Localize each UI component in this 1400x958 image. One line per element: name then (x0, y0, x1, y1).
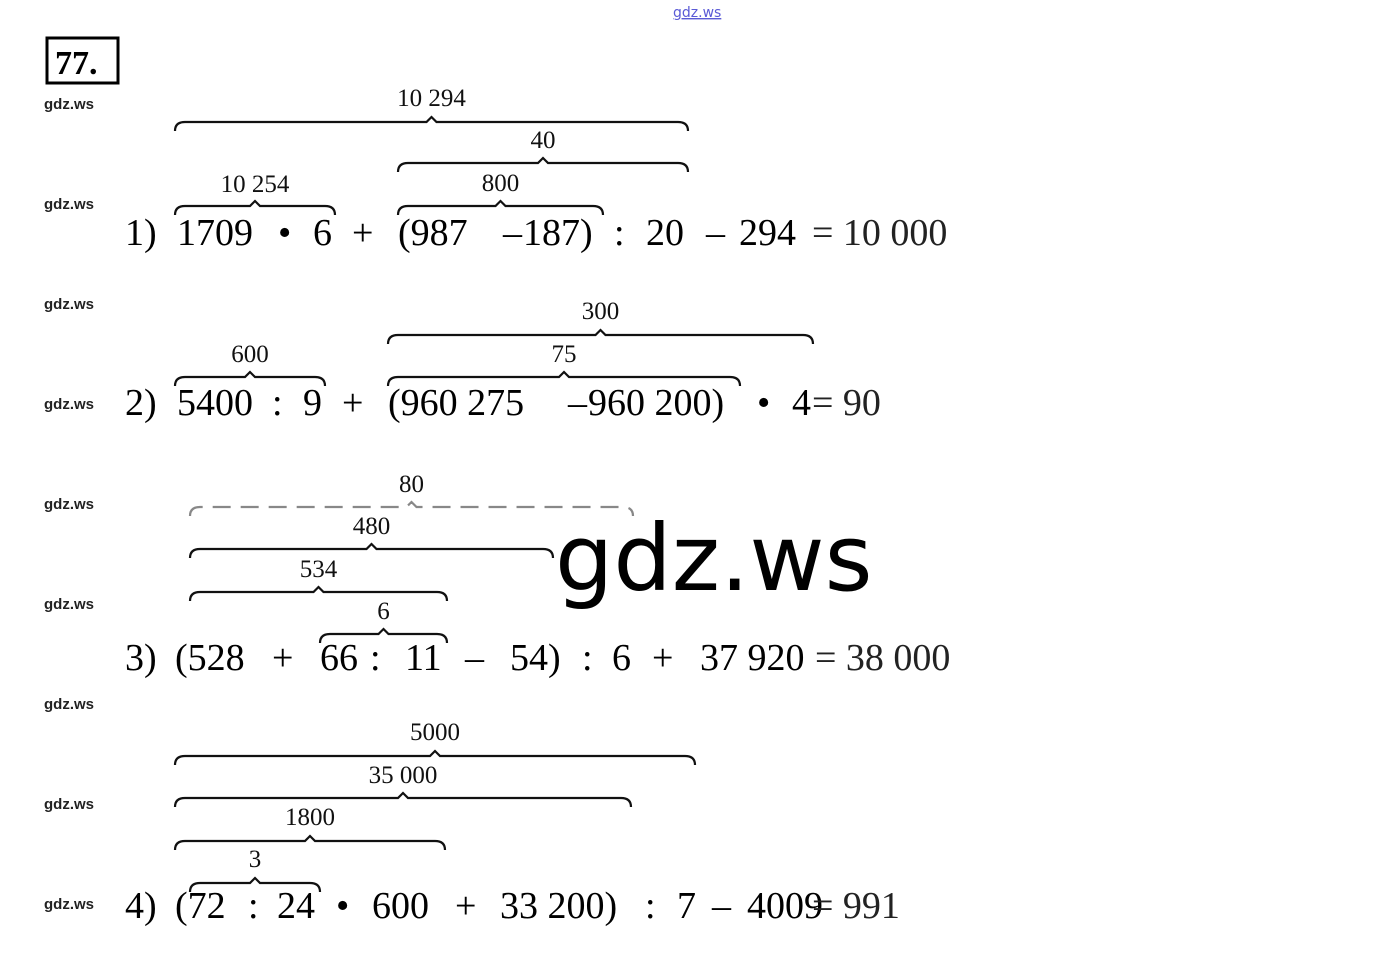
result: = 90 (812, 382, 881, 424)
brace (173, 115, 690, 132)
expression-token: – (705, 212, 726, 254)
expression-token: 37 920 (700, 637, 805, 679)
brace (396, 199, 605, 216)
expression-token: 294 (739, 212, 796, 254)
expression-token: – (502, 212, 523, 254)
expression-token: – (567, 382, 588, 424)
brace (188, 500, 635, 517)
problem-label: 3) (125, 637, 157, 679)
expression-token: : (582, 637, 593, 679)
brace (396, 156, 690, 173)
side-mark: gdz.ws (44, 696, 94, 713)
brace (386, 370, 742, 387)
expression-token: : (645, 885, 656, 927)
problem-label: 2) (125, 382, 157, 424)
brace (188, 542, 555, 559)
expression-token: + (342, 382, 363, 424)
number-box (45, 36, 120, 85)
expression-token: 187) (523, 212, 593, 254)
brace (173, 791, 633, 808)
brace (173, 749, 697, 766)
expression-token: 54) (510, 637, 561, 679)
expression-token: • (278, 212, 291, 254)
expression-token: 6 (612, 637, 631, 679)
side-mark: gdz.ws (44, 296, 94, 313)
brace-label: 6 (377, 598, 390, 625)
expression-token: 33 200) (500, 885, 617, 927)
result: = 38 000 (815, 637, 950, 679)
expression-token: + (455, 885, 476, 927)
expression-token: + (352, 212, 373, 254)
brace-label: 1800 (285, 804, 335, 831)
brace-label: 75 (552, 341, 577, 368)
expression-token: 5400 (177, 382, 253, 424)
brace (318, 627, 449, 644)
brace (173, 199, 337, 216)
expression-token: 66 (320, 637, 358, 679)
problem-label: 4) (125, 885, 157, 927)
expression-token: + (652, 637, 673, 679)
brace-label: 10 294 (397, 85, 466, 112)
brace (173, 370, 327, 387)
brace (188, 585, 449, 602)
expression-token: : (272, 382, 283, 424)
side-mark: gdz.ws (44, 196, 94, 213)
brace-label: 300 (582, 298, 620, 325)
side-mark: gdz.ws (44, 596, 94, 613)
brace-label: 40 (531, 127, 556, 154)
brace (173, 834, 447, 851)
top-mark: gdz.ws (673, 5, 721, 21)
expression-token: (72 (175, 885, 226, 927)
expression-token: – (711, 885, 732, 927)
side-mark: gdz.ws (44, 396, 94, 413)
expression-token: (960 275 (388, 382, 524, 424)
brace (386, 328, 815, 345)
brace-label: 3 (249, 846, 262, 873)
expression-token: : (370, 637, 381, 679)
expression-token: 600 (372, 885, 429, 927)
problem-number: 77. (55, 45, 98, 82)
side-mark: gdz.ws (44, 796, 94, 813)
expression-token: 4 (792, 382, 811, 424)
brace-label: 10 254 (221, 171, 290, 198)
brace-label: 5000 (410, 719, 460, 746)
result: = 10 000 (812, 212, 947, 254)
expression-token: : (614, 212, 625, 254)
expression-token: (528 (175, 637, 245, 679)
expression-token: – (464, 637, 485, 679)
expression-token: • (757, 382, 770, 424)
expression-token: 6 (313, 212, 332, 254)
brace-label: 80 (399, 471, 424, 498)
expression-token: : (248, 885, 259, 927)
brace-label: 480 (353, 513, 391, 540)
brace-label: 800 (482, 170, 520, 197)
expression-token: + (272, 637, 293, 679)
expression-token: (987 (398, 212, 468, 254)
expression-token: 1709 (177, 212, 253, 254)
problem-label: 1) (125, 212, 157, 254)
side-mark: gdz.ws (44, 496, 94, 513)
expression-token: 24 (277, 885, 315, 927)
expression-token: 20 (646, 212, 684, 254)
brace (188, 876, 322, 893)
brace-label: 534 (300, 556, 338, 583)
brace-label: 600 (231, 341, 269, 368)
result: = 991 (812, 885, 900, 927)
expression-token: 7 (677, 885, 696, 927)
watermark: gdz.ws (555, 505, 873, 612)
side-mark: gdz.ws (44, 896, 94, 913)
expression-token: 960 200) (588, 382, 724, 424)
expression-token: 4009 (747, 885, 823, 927)
expression-token: • (336, 885, 349, 927)
side-mark: gdz.ws (44, 96, 94, 113)
expression-token: 9 (303, 382, 322, 424)
expression-token: 11 (405, 637, 442, 679)
brace-label: 35 000 (369, 762, 438, 789)
